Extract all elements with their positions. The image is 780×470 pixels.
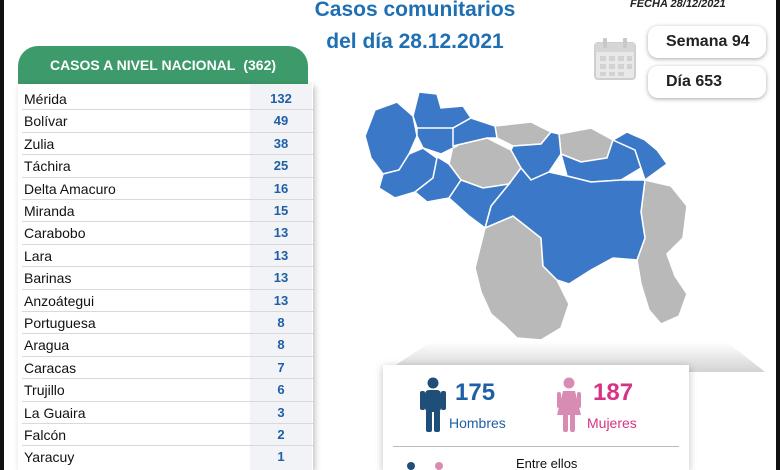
venezuela-map: [364, 91, 688, 341]
women-label: Mujeres: [587, 415, 637, 431]
state-name: Caracas: [24, 359, 77, 376]
women-count: 187: [593, 379, 634, 406]
table-row: Zulia 38: [18, 133, 313, 156]
state-cases: 132: [270, 91, 292, 106]
state-cases: 16: [273, 180, 289, 196]
table-row: Mérida 132: [18, 88, 313, 111]
state-cases: 49: [273, 113, 289, 129]
state-cases: 2: [277, 427, 285, 442]
state-name: Carabobo: [24, 225, 86, 242]
table-row: Falcón 2: [18, 424, 313, 447]
state-name: Falcón: [24, 427, 67, 443]
table-row: Caracas 7: [18, 357, 313, 380]
calendar-icon: [594, 38, 636, 80]
map-region-bolivar: [483, 166, 646, 285]
men-label: Hombres: [449, 415, 506, 431]
left-frame-border: [0, 0, 4, 470]
state-name: Anzoátegui: [24, 292, 95, 309]
state-name: Mérida: [24, 91, 67, 107]
state-cases: 13: [273, 270, 289, 286]
map-region-delta: [611, 131, 669, 182]
entre-ellos-label: Entre ellos: [516, 456, 578, 470]
men-count: 175: [455, 379, 496, 406]
map-region-portuguesa: [448, 179, 511, 230]
state-cases: 13: [273, 292, 289, 308]
state-cases: 15: [273, 203, 289, 218]
national-cases-header: CASOS A NIVEL NACIONAL (362): [18, 46, 308, 84]
table-row: Anzoátegui 13: [18, 290, 313, 312]
state-name: Lara: [24, 247, 53, 264]
table-row: Delta Amacuro 16: [18, 178, 313, 200]
state-cases: 13: [273, 225, 289, 241]
map-region-east-gray: [636, 179, 688, 325]
state-cases: 8: [277, 315, 285, 330]
table-row: Carabobo 13: [18, 222, 313, 245]
date-label: FECHA 28/12/2021: [630, 0, 726, 10]
mini-man-icon: [407, 462, 415, 470]
state-cases: 7: [277, 359, 285, 375]
state-name: La Guaira: [24, 404, 86, 421]
state-name: Aragua: [24, 337, 70, 354]
state-cases: 25: [273, 158, 289, 174]
state-cases: 8: [277, 337, 285, 353]
map-region-barinas: [413, 147, 462, 203]
state-cases: 3: [277, 404, 285, 420]
national-cases-total: (362): [243, 57, 277, 73]
state-name: Delta Amacuro: [24, 180, 116, 197]
page-title: Casos comunitarios del día 28.12.2021: [250, 0, 580, 58]
mini-woman-icon: [435, 462, 443, 470]
headline-line-2: del día 28.12.2021: [326, 30, 504, 53]
state-name: Portuguesa: [24, 315, 96, 331]
states-table: Mérida 132 Bolívar 49 Zulia 38 Táchira 25 De…: [18, 84, 313, 470]
state-name: Bolívar: [24, 113, 68, 130]
gender-stats-panel: 175 Hombres 187 Mujeres Entre ellos: [383, 365, 689, 470]
table-row: La Guaira 3: [18, 402, 313, 424]
state-cases: 6: [277, 382, 285, 398]
state-cases: 1: [277, 449, 285, 465]
state-name: Yaracuy: [24, 449, 75, 466]
state-name: Barinas: [24, 270, 72, 287]
table-row: Miranda 15: [18, 200, 313, 223]
table-row: Bolívar 49: [18, 110, 313, 133]
state-name: Trujillo: [24, 382, 65, 399]
week-badge: Semana 94: [648, 26, 766, 58]
state-cases: 13: [273, 247, 289, 263]
headline-line-1: Casos comunitarios: [314, 0, 516, 21]
table-row: Aragua 8: [18, 334, 313, 357]
table-row: Portuguesa 8: [18, 312, 313, 335]
state-name: Miranda: [24, 203, 75, 219]
table-row: Trujillo 6: [18, 379, 313, 402]
count-column-background: [250, 84, 312, 470]
man-icon: [420, 377, 446, 432]
map-region-central-north: [452, 117, 498, 147]
day-badge: Día 653: [648, 66, 766, 98]
state-cases: 38: [273, 135, 289, 151]
table-row: Barinas 13: [18, 267, 313, 290]
state-name: Táchira: [24, 158, 71, 175]
state-name: Zulia: [24, 135, 55, 152]
right-frame-border: [776, 0, 780, 470]
stats-divider: [393, 446, 679, 447]
table-row: Táchira 25: [18, 155, 313, 178]
woman-icon: [557, 377, 581, 432]
table-row: Lara 13: [18, 245, 313, 268]
table-row: Yaracuy 1: [18, 446, 313, 468]
national-cases-label: CASOS A NIVEL NACIONAL: [49, 57, 236, 73]
